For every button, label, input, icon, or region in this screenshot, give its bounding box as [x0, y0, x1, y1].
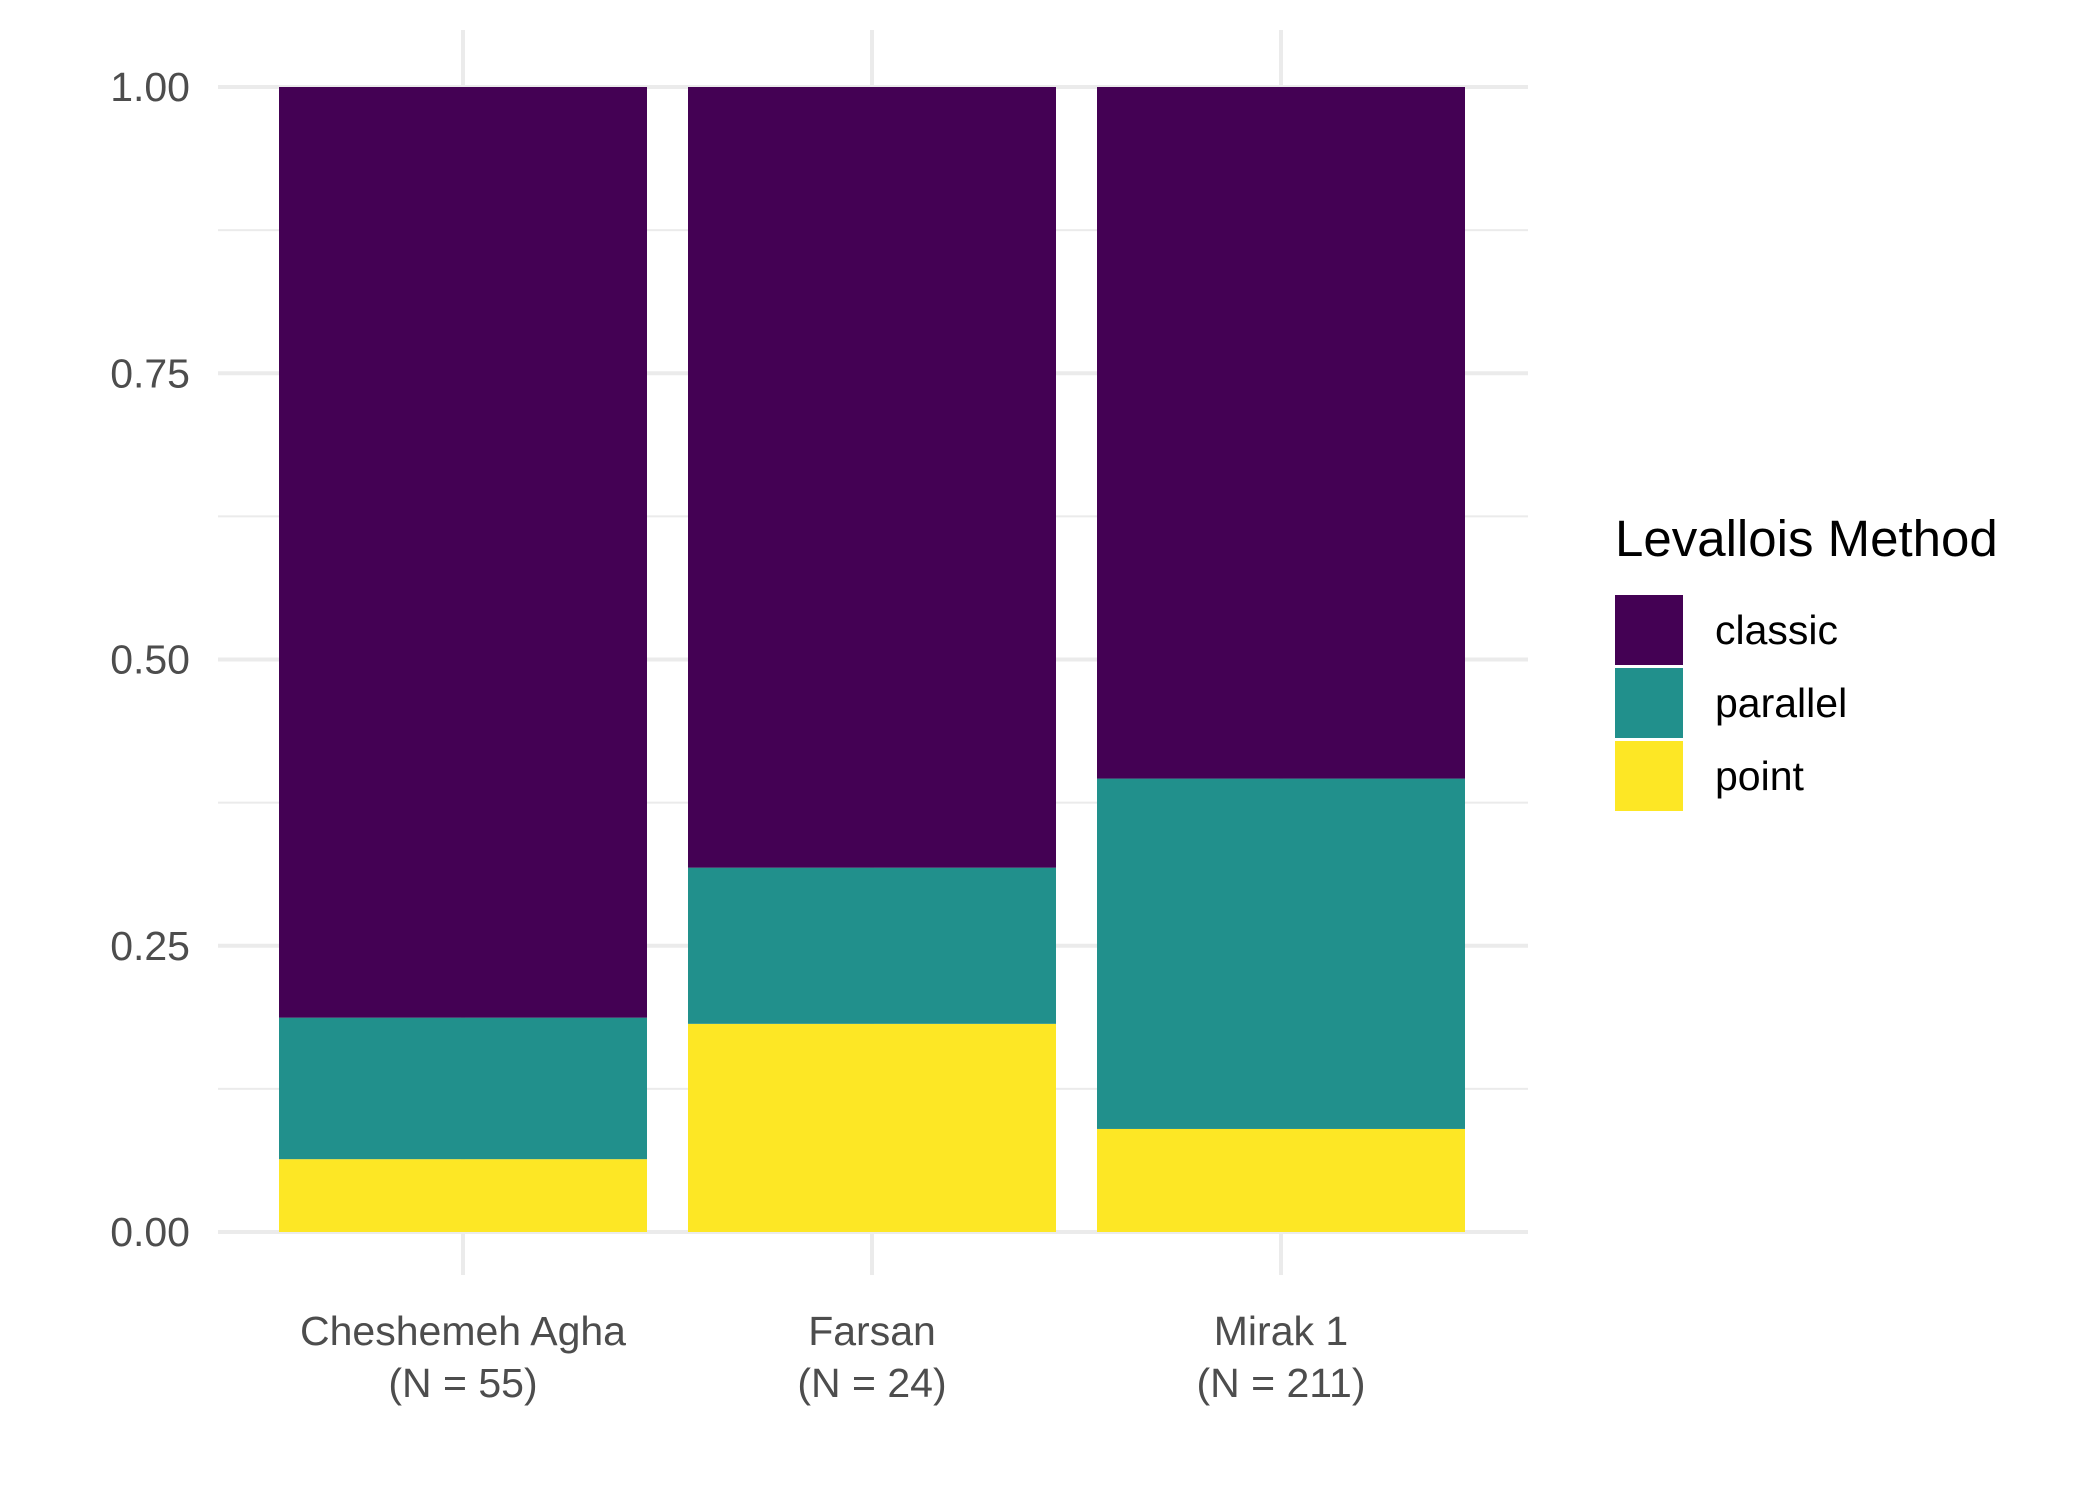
bar-segment-classic	[688, 87, 1056, 868]
legend-label-classic: classic	[1715, 607, 1838, 653]
bar-segment-point	[279, 1159, 647, 1232]
bar-segment-parallel	[688, 867, 1056, 1024]
bar-segment-classic	[279, 87, 647, 1018]
bars	[279, 87, 1465, 1232]
bar-segment-parallel	[1097, 778, 1465, 1129]
legend-title: Levallois Method	[1615, 510, 1998, 567]
legend-key-classic	[1615, 595, 1683, 665]
x-tick-label: Mirak 1	[1214, 1308, 1348, 1354]
x-tick-label: Farsan	[808, 1308, 936, 1354]
bar-segment-classic	[1097, 87, 1465, 779]
bar-segment-point	[688, 1023, 1056, 1232]
legend-key-parallel	[1615, 668, 1683, 738]
legend-key-point	[1615, 741, 1683, 811]
y-tick-label: 1.00	[110, 64, 190, 110]
y-tick-label: 0.75	[110, 350, 190, 396]
legend-label-parallel: parallel	[1715, 680, 1847, 726]
x-tick-label: (N = 55)	[388, 1360, 537, 1406]
y-tick-label: 0.50	[110, 637, 190, 683]
bar-segment-parallel	[279, 1017, 647, 1160]
legend: Levallois Method classic parallel point	[1615, 510, 1998, 811]
x-tick-label: Cheshemeh Agha	[300, 1308, 626, 1354]
y-tick-label: 0.25	[110, 923, 190, 969]
bar-segment-point	[1097, 1128, 1465, 1232]
x-tick-label: (N = 24)	[797, 1360, 946, 1406]
x-tick-label: (N = 211)	[1196, 1360, 1365, 1406]
y-axis: 0.00 0.25 0.50 0.75 1.00	[110, 64, 190, 1255]
legend-label-point: point	[1715, 753, 1805, 799]
x-axis: Cheshemeh Agha (N = 55) Farsan (N = 24) Mira…	[300, 1308, 1365, 1406]
y-tick-label: 0.00	[110, 1209, 190, 1255]
